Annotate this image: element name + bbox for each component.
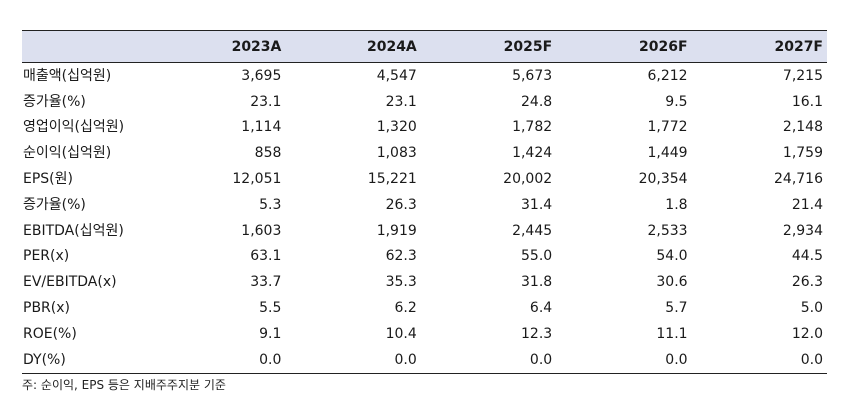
row-label: 매출액(십억원) (23, 67, 112, 84)
table-row: EV/EBITDA(x) 33.7 35.3 31.8 30.6 26.3 (22, 269, 827, 295)
value-cell: 26.3 (385, 196, 417, 213)
value-cell: 21.4 (791, 196, 823, 213)
value-cell: 15,221 (367, 171, 417, 188)
row-label: ROE(%) (23, 325, 77, 342)
table-row: PER(x) 63.1 62.3 55.0 54.0 44.5 (22, 244, 827, 270)
column-header: 2027F (691, 30, 827, 63)
value-cell: 12.0 (791, 325, 823, 342)
value-cell: 9.1 (259, 325, 282, 342)
value-cell: 63.1 (250, 248, 282, 265)
value-cell: 7,215 (782, 67, 823, 84)
value-cell: 1,919 (376, 222, 417, 239)
row-label: DY(%) (22, 346, 150, 374)
value-cell: 20,002 (503, 171, 553, 188)
value-cell: 11.1 (656, 325, 688, 342)
value-cell: 2,533 (647, 222, 688, 239)
value-cell: 1.8 (665, 196, 688, 213)
value-cell: 2,934 (782, 222, 823, 239)
value-cell: 4,547 (376, 67, 417, 84)
value-cell: 24,716 (774, 171, 823, 188)
column-header: 2024A (285, 30, 421, 63)
value-cell: 5.7 (665, 300, 688, 317)
row-label: EV/EBITDA(x) (23, 274, 117, 291)
value-cell: 6,212 (647, 67, 688, 84)
row-label: 증가율(%) (23, 93, 86, 110)
value-cell: 35.3 (385, 274, 417, 291)
value-cell: 1,772 (647, 119, 688, 136)
value-cell: 62.3 (385, 248, 417, 265)
row-label: 순이익(십억원) (23, 145, 112, 162)
value-cell: 26.3 (791, 274, 823, 291)
value-cell: 1,449 (647, 145, 688, 162)
value-cell: 0.0 (150, 346, 286, 374)
table-row: 영업이익(십억원) 1,114 1,320 1,782 1,772 2,148 (22, 115, 827, 141)
row-label: 영업이익(십억원) (23, 119, 125, 136)
value-cell: 10.4 (385, 325, 417, 342)
value-cell: 1,320 (376, 119, 417, 136)
value-cell: 16.1 (791, 93, 823, 110)
value-cell: 12,051 (232, 171, 282, 188)
table-row: 증가율(%) 23.1 23.1 24.8 9.5 16.1 (22, 89, 827, 115)
table-row: 순이익(십억원) 858 1,083 1,424 1,449 1,759 (22, 140, 827, 166)
value-cell: 1,424 (512, 145, 553, 162)
value-cell: 23.1 (385, 93, 417, 110)
column-header: 2025F (420, 30, 557, 63)
value-cell: 33.7 (250, 274, 282, 291)
row-label: EPS(원) (23, 171, 73, 188)
value-cell: 0.0 (691, 346, 827, 374)
column-header: 2023A (150, 30, 286, 63)
value-cell: 31.8 (521, 274, 553, 291)
value-cell: 1,114 (241, 119, 282, 136)
table-row: EPS(원) 12,051 15,221 20,002 20,354 24,716 (22, 166, 827, 192)
row-label: PBR(x) (23, 300, 70, 317)
value-cell: 5.5 (259, 300, 282, 317)
value-cell: 20,354 (638, 171, 688, 188)
value-cell: 6.2 (394, 300, 417, 317)
value-cell: 30.6 (656, 274, 688, 291)
value-cell: 858 (254, 145, 282, 162)
row-label: PER(x) (23, 248, 70, 265)
value-cell: 5.0 (800, 300, 823, 317)
footnote: 주: 순이익, EPS 등은 지배주주지분 기준 (22, 378, 226, 392)
value-cell: 55.0 (521, 248, 553, 265)
value-cell: 0.0 (420, 346, 557, 374)
header-row: 2023A 2024A 2025F 2026F 2027F (22, 30, 827, 63)
value-cell: 6.4 (529, 300, 553, 317)
table-row: 매출액(십억원) 3,695 4,547 5,673 6,212 7,215 (22, 63, 827, 89)
value-cell: 1,603 (241, 222, 282, 239)
value-cell: 12.3 (521, 325, 553, 342)
table-row: DY(%) 0.0 0.0 0.0 0.0 0.0 (22, 346, 827, 374)
table-header: 2023A 2024A 2025F 2026F 2027F (22, 30, 827, 63)
value-cell: 2,148 (782, 119, 823, 136)
value-cell: 5,673 (512, 67, 553, 84)
value-cell: 0.0 (556, 346, 692, 374)
value-cell: 2,445 (512, 222, 553, 239)
value-cell: 44.5 (791, 248, 823, 265)
value-cell: 31.4 (521, 196, 553, 213)
value-cell: 1,083 (376, 145, 417, 162)
value-cell: 24.8 (521, 93, 553, 110)
row-label: EBITDA(십억원) (23, 222, 124, 239)
value-cell: 1,782 (512, 119, 553, 136)
value-cell: 23.1 (250, 93, 282, 110)
table-body: 매출액(십억원) 3,695 4,547 5,673 6,212 7,215 증가율(%) 2… (22, 63, 827, 374)
table-row: EBITDA(십억원) 1,603 1,919 2,445 2,533 2,934 (22, 218, 827, 244)
value-cell: 1,759 (782, 145, 823, 162)
table-row: 증가율(%) 5.3 26.3 31.4 1.8 21.4 (22, 192, 827, 218)
column-header: 2026F (556, 30, 692, 63)
value-cell: 0.0 (285, 346, 421, 374)
row-label: 증가율(%) (23, 196, 86, 213)
value-cell: 9.5 (665, 93, 688, 110)
table-row: ROE(%) 9.1 10.4 12.3 11.1 12.0 (22, 321, 827, 347)
header-label-cell (22, 30, 150, 63)
value-cell: 5.3 (259, 196, 282, 213)
value-cell: 3,695 (241, 67, 282, 84)
table-row: PBR(x) 5.5 6.2 6.4 5.7 5.0 (22, 295, 827, 321)
value-cell: 54.0 (656, 248, 688, 265)
financial-summary-table: 2023A 2024A 2025F 2026F 2027F 매출액(십억원) 3,… (22, 30, 827, 374)
